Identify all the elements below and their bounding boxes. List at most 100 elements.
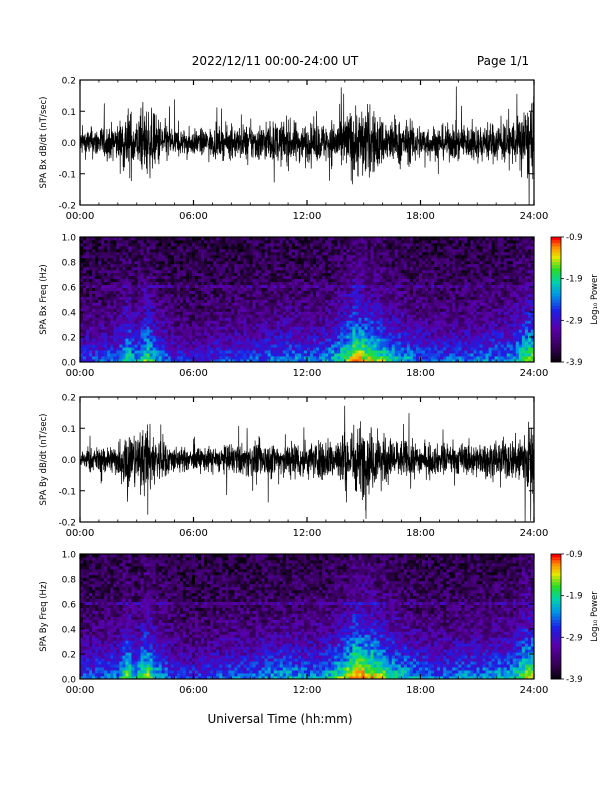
spectrogram-cell [403, 302, 408, 306]
spectrogram-cell [83, 287, 87, 291]
spectrogram-cell [316, 341, 320, 345]
spectrogram-cell [158, 344, 163, 348]
spectrogram-cell [397, 248, 402, 253]
spectrogram-cell [222, 272, 226, 277]
spectrogram-cell [340, 290, 344, 294]
spectrogram-cell [343, 329, 347, 333]
spectrogram-cell [303, 239, 308, 244]
spectrogram-cell [291, 257, 296, 262]
spectrogram-cell [431, 299, 435, 303]
spectrogram-cell [176, 278, 181, 283]
spectrogram-cell [149, 299, 154, 303]
spectrogram-cell [313, 266, 317, 271]
spectrogram-cell [288, 245, 293, 250]
spectrogram-cell [125, 299, 129, 303]
spectrogram-cell [337, 290, 341, 294]
spectrogram-cell [425, 237, 429, 241]
spectrogram-cell [98, 242, 102, 247]
spectrogram-cell [149, 245, 154, 250]
spectrogram-cell [294, 356, 299, 360]
spectrogram-cell [225, 278, 229, 283]
spectrogram-cell [240, 290, 244, 294]
spectrogram-cell [143, 320, 147, 324]
spectrogram-cell [119, 278, 123, 283]
y-tick-label: -0.1 [58, 170, 76, 180]
spectrogram-cell [137, 237, 141, 241]
spectrogram-cell [276, 263, 281, 268]
spectrogram-cell [397, 281, 402, 286]
spectrogram-cell [355, 317, 359, 321]
spectrogram-cell [204, 290, 208, 294]
spectrogram-cell [210, 359, 214, 363]
spectrogram-cell [267, 317, 272, 321]
spectrogram-cell [279, 302, 284, 306]
spectrogram-cell [367, 320, 371, 324]
spectrogram-cell [328, 239, 332, 244]
spectrogram-cell [291, 284, 296, 288]
spectrogram-cell [273, 266, 278, 271]
spectrogram-cell [231, 353, 235, 357]
spectrogram-cell [325, 239, 329, 244]
spectrogram-cell [80, 359, 84, 363]
spectrogram-cell [231, 311, 235, 315]
spectrogram-cell [358, 263, 362, 268]
spectrogram-cell [185, 344, 190, 348]
spectrogram-cell [258, 305, 262, 309]
spectrogram-cell [198, 323, 202, 327]
spectrogram-cell [391, 290, 396, 294]
spectrogram-cell [116, 245, 120, 250]
spectrogram-cell [385, 275, 390, 280]
spectrogram-cell [288, 350, 293, 354]
spectrogram-cell [113, 260, 117, 265]
spectrogram-cell [119, 299, 123, 303]
y-tick-label: 0.1 [62, 108, 76, 118]
spectrogram-cell [95, 302, 99, 306]
spectrogram-cell [246, 299, 250, 303]
spectrogram-cell [146, 239, 151, 244]
spectrogram-cell [379, 269, 384, 274]
spectrogram-cell [252, 314, 256, 318]
spectrogram-cell [376, 281, 381, 286]
spectrogram-cell [173, 359, 178, 363]
spectrogram-cell [291, 266, 296, 271]
spectrogram-cell [198, 287, 202, 291]
spectrogram-cell [155, 278, 160, 283]
spectrogram-cell [152, 302, 157, 306]
spectrogram-cell [240, 242, 244, 247]
spectrogram-cell [264, 314, 269, 318]
spectrogram-cell [98, 317, 102, 321]
spectrogram-cell [113, 239, 117, 244]
spectrogram-cell [370, 326, 374, 330]
spectrogram-cell [243, 275, 247, 280]
spectrogram-cell [285, 248, 290, 253]
spectrogram-cell [388, 278, 393, 283]
spectrogram-cell [403, 356, 408, 360]
spectrogram-cell [300, 237, 305, 241]
spectrogram-cell [397, 329, 402, 333]
spectrogram-cell [425, 299, 429, 303]
spectrogram-cell [297, 287, 302, 291]
spectrogram-cell [270, 359, 275, 363]
spectrogram-cell [310, 237, 314, 241]
spectrogram-cell [198, 248, 202, 253]
spectrogram-cell [394, 275, 399, 280]
spectrogram-cell [158, 302, 163, 306]
spectrogram-cell [343, 338, 347, 342]
spectrogram-cell [195, 257, 199, 262]
spectrogram-cell [307, 296, 311, 300]
spectrogram-cell [182, 353, 187, 357]
spectrogram-cell [80, 326, 84, 330]
spectrogram-cell [240, 281, 244, 286]
spectrogram-cell [240, 320, 244, 324]
spectrogram-cell [310, 320, 314, 324]
spectrogram-cell [207, 356, 211, 360]
spectrogram-cell [80, 311, 84, 315]
spectrogram-cell [228, 347, 232, 351]
spectrogram-cell [131, 320, 135, 324]
spectrogram-cell [255, 275, 259, 280]
spectrogram-cell [352, 263, 356, 268]
spectrogram-cell [328, 287, 332, 291]
spectrogram-cell [137, 359, 141, 363]
spectrogram-cell [243, 278, 247, 283]
spectrogram-cell [219, 314, 223, 318]
